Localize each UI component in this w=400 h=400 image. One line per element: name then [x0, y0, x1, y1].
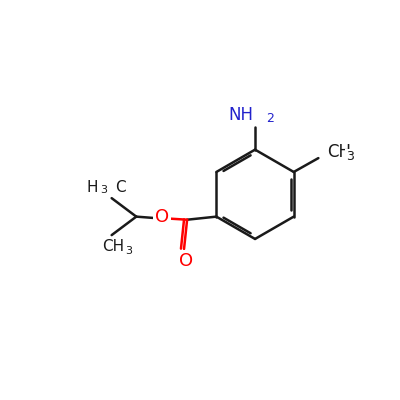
Text: C: C	[115, 180, 125, 195]
Text: CH: CH	[328, 143, 352, 161]
Text: 2: 2	[266, 112, 274, 125]
Text: 3: 3	[126, 246, 132, 256]
Text: NH: NH	[228, 106, 254, 124]
Text: CH: CH	[102, 239, 124, 254]
Text: O: O	[155, 208, 169, 226]
Text: H: H	[86, 180, 98, 195]
Text: O: O	[178, 252, 193, 270]
Text: 3: 3	[346, 150, 354, 163]
Text: 3: 3	[100, 186, 107, 196]
